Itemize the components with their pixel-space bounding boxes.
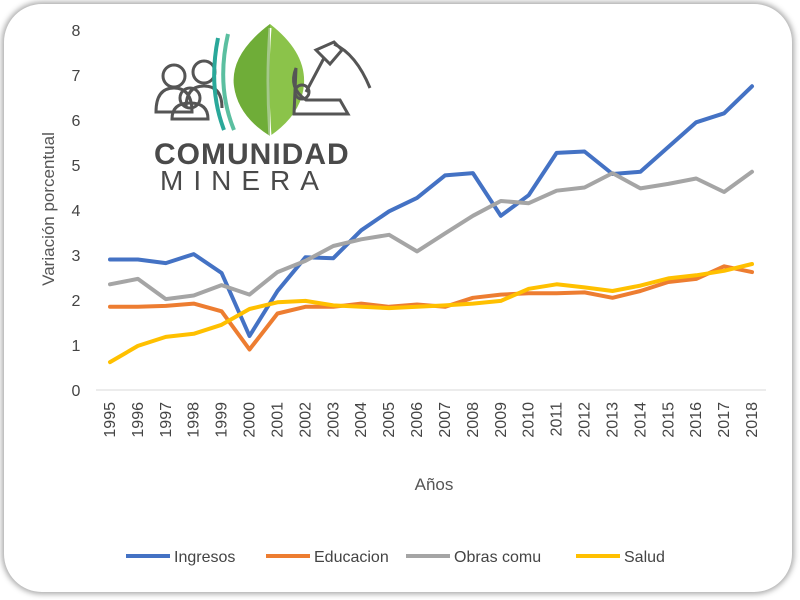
y-tick-label: 8 — [72, 23, 81, 40]
legend-item-obras-comu: Obras comu — [406, 549, 541, 566]
y-tick-label: 0 — [72, 383, 81, 400]
logo-line2: MINERA — [160, 165, 329, 196]
x-tick-label: 2010 — [521, 402, 538, 438]
x-tick-label: 2001 — [269, 402, 286, 438]
axes: 0 1 2 3 4 5 6 7 8 1995 1996 1997 1998 1999 2000 2001 200… — [72, 23, 766, 438]
x-tick-label: 1998 — [186, 402, 203, 438]
x-tick-label: 1999 — [214, 402, 231, 438]
logo-line1: COMUNIDAD — [154, 138, 350, 171]
series-line-ingresos — [108, 84, 754, 338]
x-tick-label: 2000 — [242, 402, 259, 438]
legend-label: Ingresos — [174, 549, 235, 566]
x-tick-label: 2017 — [716, 402, 733, 438]
legend-label: Obras comu — [454, 549, 541, 566]
y-axis-title: Variación porcentual — [39, 132, 58, 286]
x-tick-label: 2008 — [465, 402, 482, 438]
x-tick-label: 2015 — [660, 402, 677, 438]
legend: Ingresos Educacion Obras comu Salud — [126, 549, 665, 566]
x-tick-label: 2007 — [437, 402, 454, 438]
legend-item-salud: Salud — [576, 549, 665, 566]
y-tick-label: 4 — [72, 203, 81, 220]
legend-item-educacion: Educacion — [266, 549, 389, 566]
legend-label: Salud — [624, 549, 665, 566]
y-tick-label: 2 — [72, 293, 81, 310]
x-tick-label: 1995 — [102, 402, 119, 438]
chart-card: COMUNIDAD MINERA Variación porcentual Añ… — [4, 4, 792, 592]
leaf-icon — [212, 24, 305, 137]
x-tick-label: 2009 — [493, 402, 510, 438]
y-tick-label: 6 — [72, 113, 81, 130]
y-tick-label: 1 — [72, 338, 81, 355]
x-axis-title: Años — [415, 475, 454, 494]
legend-item-ingresos: Ingresos — [126, 549, 235, 566]
x-tick-label: 2011 — [549, 402, 566, 437]
pickaxe-icon — [292, 40, 372, 116]
legend-label: Educacion — [314, 549, 389, 566]
x-tick-label: 2004 — [353, 402, 370, 438]
line-chart: COMUNIDAD MINERA Variación porcentual Añ… — [39, 23, 766, 566]
x-tick-label: 2003 — [325, 402, 342, 438]
x-tick-label: 2006 — [409, 402, 426, 438]
series-layer — [108, 84, 754, 365]
y-tick-label: 5 — [72, 158, 81, 175]
series-line-obras-comu — [108, 169, 754, 302]
x-tick-label: 2014 — [632, 402, 649, 438]
x-tick-label: 1996 — [130, 402, 147, 438]
x-tick-label: 2005 — [381, 402, 398, 438]
series-line-salud — [108, 262, 754, 365]
x-tick-label: 1997 — [158, 402, 175, 438]
logo: COMUNIDAD MINERA — [154, 24, 372, 196]
x-tick-label: 2012 — [577, 402, 594, 438]
x-tick-label: 2018 — [744, 402, 761, 438]
people-icon — [154, 59, 224, 121]
y-tick-label: 3 — [72, 248, 81, 265]
x-tick-label: 2013 — [604, 402, 621, 438]
x-tick-label: 2002 — [297, 402, 314, 438]
x-tick-label: 2016 — [688, 402, 705, 438]
y-tick-label: 7 — [72, 68, 81, 85]
